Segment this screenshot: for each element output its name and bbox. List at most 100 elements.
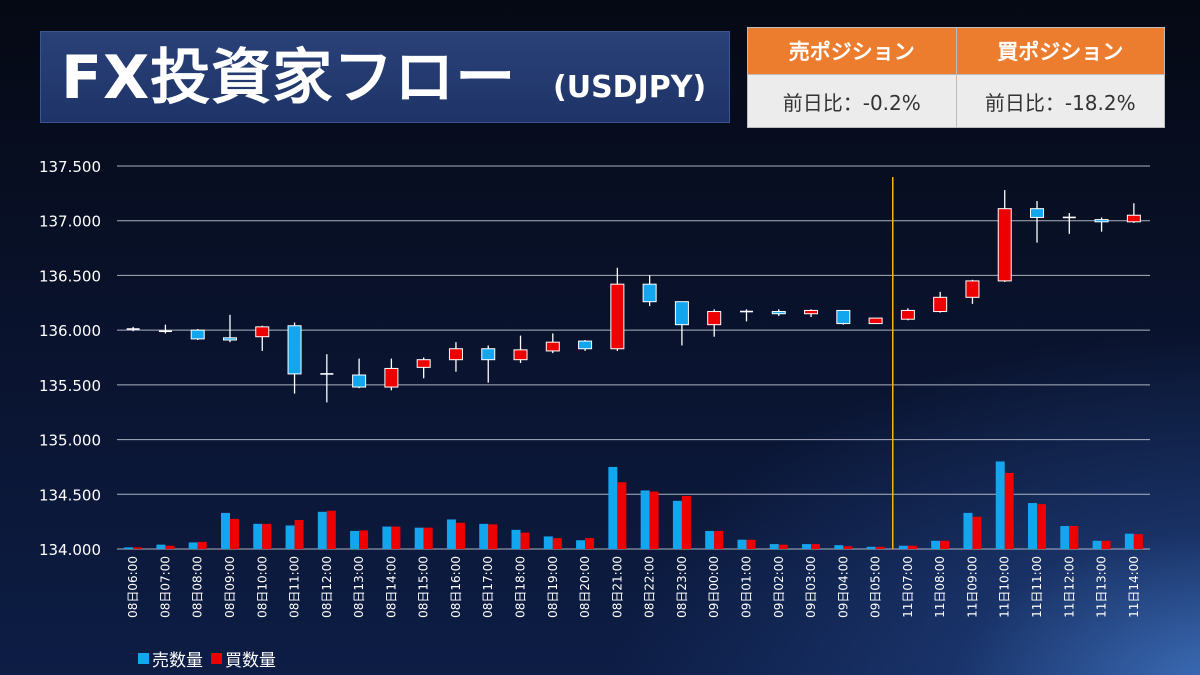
sell-volume-bar — [705, 530, 715, 549]
candle-body-up — [997, 208, 1012, 282]
candle-body-up — [804, 309, 819, 315]
buy-volume-bar — [326, 510, 336, 549]
y-tick-label: 136.000 — [39, 322, 101, 340]
candle-body-up — [448, 348, 463, 361]
buy-volume-bar — [714, 530, 724, 549]
sell-volume-bar — [543, 536, 553, 549]
sell-volume-bar — [285, 525, 295, 549]
buy-volume-bar — [520, 532, 530, 549]
y-tick-label: 137.000 — [39, 213, 101, 231]
x-tick-label: 08日15:00 — [417, 556, 431, 618]
x-tick-label: 09日00:00 — [707, 556, 721, 618]
candle-body-up — [1126, 214, 1141, 223]
sell-volume-bar — [1124, 533, 1134, 549]
candle-body-up — [965, 280, 980, 298]
candle-body-down — [1094, 219, 1109, 223]
buy-volume-bar — [165, 545, 175, 549]
legend-swatch-sell — [138, 653, 149, 664]
x-tick-label: 08日09:00 — [223, 556, 237, 618]
buy-volume-bar — [1101, 540, 1111, 549]
buy-volume-bar — [391, 526, 401, 549]
x-tick-label: 08日18:00 — [514, 556, 528, 618]
sell-volume-bar — [802, 544, 812, 549]
sell-volume-bar — [1060, 526, 1070, 549]
position-change-table: 売ポジション 前日比：-0.2% 買ポジション 前日比：-18.2% — [747, 27, 1165, 128]
buy-volume-bar — [617, 482, 627, 549]
sell-volume-bar — [834, 545, 844, 549]
sell-volume-bar — [1092, 540, 1102, 549]
sell-volume-bar — [931, 540, 941, 549]
x-tick-label: 08日07:00 — [158, 556, 172, 618]
buy-volume-bar — [681, 495, 691, 549]
buy-position-column: 買ポジション 前日比：-18.2% — [955, 28, 1164, 127]
buy-volume-bar — [423, 527, 433, 549]
sell-volume-bar — [608, 466, 618, 549]
buy-volume-bar — [875, 546, 885, 549]
y-tick-label: 136.500 — [39, 267, 101, 285]
sell-volume-bar — [963, 512, 973, 549]
buy-volume-bar — [843, 546, 853, 549]
x-tick-label: 11日12:00 — [1062, 556, 1076, 618]
buy-volume-bar — [778, 544, 788, 549]
y-tick-label: 135.000 — [39, 432, 101, 450]
sell-volume-bar — [188, 542, 198, 549]
x-tick-label: 09日01:00 — [739, 556, 753, 618]
sell-volume-bar — [640, 490, 650, 549]
buy-volume-bar — [1133, 534, 1143, 549]
sell-volume-bar — [317, 511, 327, 549]
buy-volume-bar — [455, 522, 465, 549]
sell-volume-bar — [253, 523, 263, 549]
x-tick-label: 11日14:00 — [1127, 556, 1141, 618]
x-tick-label: 08日16:00 — [449, 556, 463, 618]
buy-volume-bar — [907, 545, 917, 549]
x-tick-label: 08日21:00 — [610, 556, 624, 618]
buy-position-change: 前日比：-18.2% — [956, 75, 1164, 127]
x-tick-label: 11日07:00 — [901, 556, 915, 618]
candle-body-up — [868, 317, 883, 325]
buy-volume-bar — [746, 539, 756, 549]
candle-body-up — [900, 309, 915, 320]
x-tick-label: 11日10:00 — [998, 556, 1012, 618]
sell-volume-bar — [995, 461, 1005, 549]
x-tick-label: 09日02:00 — [772, 556, 786, 618]
candle-body-up — [707, 311, 722, 326]
buy-volume-bar — [262, 523, 272, 549]
chart-legend: 売数量 買数量 — [138, 646, 280, 671]
candle-body-down — [287, 325, 302, 375]
x-tick-label: 11日13:00 — [1095, 556, 1109, 618]
x-tick-label: 08日23:00 — [675, 556, 689, 618]
sell-volume-bar — [124, 547, 134, 549]
buy-volume-bar — [229, 518, 239, 549]
sell-position-header: 売ポジション — [748, 28, 956, 75]
x-tick-label: 08日12:00 — [320, 556, 334, 618]
buy-volume-bar — [1037, 504, 1047, 549]
buy-volume-bar — [940, 540, 950, 549]
candle-body-up — [384, 367, 399, 388]
legend-item-buy: 買数量 — [211, 646, 276, 671]
y-tick-label: 134.000 — [39, 541, 101, 559]
candle-body-up — [545, 341, 560, 352]
candle-body-down — [190, 329, 205, 340]
sell-volume-bar — [866, 546, 876, 549]
buy-volume-bar — [552, 538, 562, 549]
buy-volume-bar — [649, 491, 659, 549]
buy-volume-bar — [197, 541, 207, 549]
x-tick-label: 08日14:00 — [384, 556, 398, 618]
buy-volume-bar — [1004, 472, 1014, 549]
page-subtitle: (USDJPY) — [553, 70, 707, 105]
x-tick-label: 08日11:00 — [288, 556, 302, 618]
buy-volume-bar — [488, 524, 498, 549]
sell-volume-bar — [1028, 503, 1038, 549]
candle-body-down — [836, 309, 851, 325]
candle-body-down — [578, 340, 593, 350]
x-tick-label: 08日08:00 — [191, 556, 205, 618]
candle-body-down — [642, 283, 657, 303]
sell-volume-bar — [414, 527, 424, 549]
sell-volume-bar — [382, 526, 392, 549]
title-banner: FX投資家フロー (USDJPY) — [40, 31, 730, 123]
sell-volume-bar — [898, 545, 908, 549]
sell-volume-bar — [737, 539, 747, 549]
sell-volume-bar — [769, 544, 779, 549]
buy-volume-bar — [972, 516, 982, 549]
